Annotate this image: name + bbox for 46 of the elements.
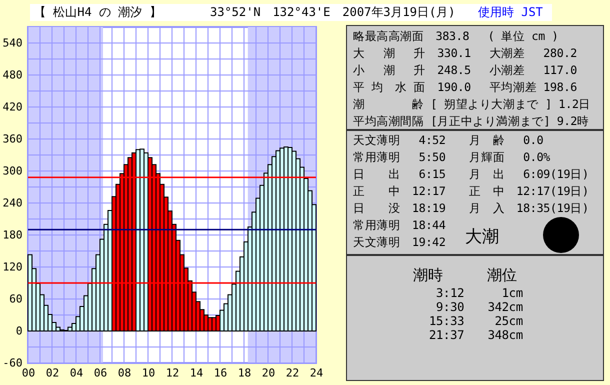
x-tick-label: 04 [70,366,84,380]
text: 21:37 348cm [428,328,524,342]
text: 平 均 水 面 190.0 平均潮差 198.6 [352,79,578,96]
text: 日 出 6:15 月 出 6:09(19日) [352,166,590,183]
y-tick-label: 360 [2,132,22,146]
y-tick-label: 180 [2,228,22,242]
y-tick-label: 540 [2,36,22,50]
y-tick-label: 120 [2,260,22,274]
x-tick-label: 00 [22,366,36,380]
text: 大 潮 升 330.1 大潮差 280.2 [352,45,578,62]
x-tick-label: 10 [142,366,156,380]
y-tick-label: 420 [2,100,22,114]
y-tick-label: 300 [2,164,22,178]
x-tick-label: 14 [190,366,204,380]
x-tick-label: 24 [310,366,324,380]
text: 平均高潮間隔 [月正中より満潮まで] 9.2時 [352,113,590,130]
x-tick-label: 16 [214,366,228,380]
text: 大潮 [465,227,499,247]
text: 3:12 1cm [435,286,524,300]
text: 常用薄明 18:44 [353,218,446,232]
x-tick-label: 18 [238,366,252,380]
text: 天文薄明 19:42 [353,235,446,249]
chart-subtitle: 33°52'N 132°43'E 2007年3月19日(月) [210,4,456,21]
text: 9:30 342cm [435,300,524,314]
text: 正 中 12:17 正 中 12:17(19日) [352,183,590,200]
text: 日 没 18:19 月 入 18:35(19日) [352,200,590,217]
y-tick-label: 240 [2,196,22,210]
text: 15:33 25cm [428,314,524,328]
text: 潮 齢 [ 朔望より大潮まで ] 1.2日 [352,96,592,113]
x-tick-label: 06 [94,366,108,380]
text: 略最高高潮面 383.8 ( 単位 cm ) [352,28,560,45]
y-tick-label: 480 [2,68,22,82]
text: 小 潮 升 248.5 小潮差 117.0 [352,62,578,79]
y-tick-label: -60 [2,356,22,370]
y-tick-label: 60 [9,292,22,306]
chart-title: 【 松山H4 の 潮汐 】 [34,4,162,21]
text: 天文薄明 4:52 月 齢 0.0 [352,132,544,149]
text: 使用時 JST [478,4,543,21]
y-tick-label: 0 [16,324,22,338]
text: 常用薄明 5:50 月輝面 0.0% [352,149,552,166]
text: 潮時 潮位 [412,265,518,286]
x-tick-label: 22 [286,366,300,380]
x-tick-label: 12 [166,366,180,380]
x-tick-label: 08 [118,366,132,380]
x-tick-label: 02 [46,366,60,380]
x-tick-label: 20 [262,366,276,380]
